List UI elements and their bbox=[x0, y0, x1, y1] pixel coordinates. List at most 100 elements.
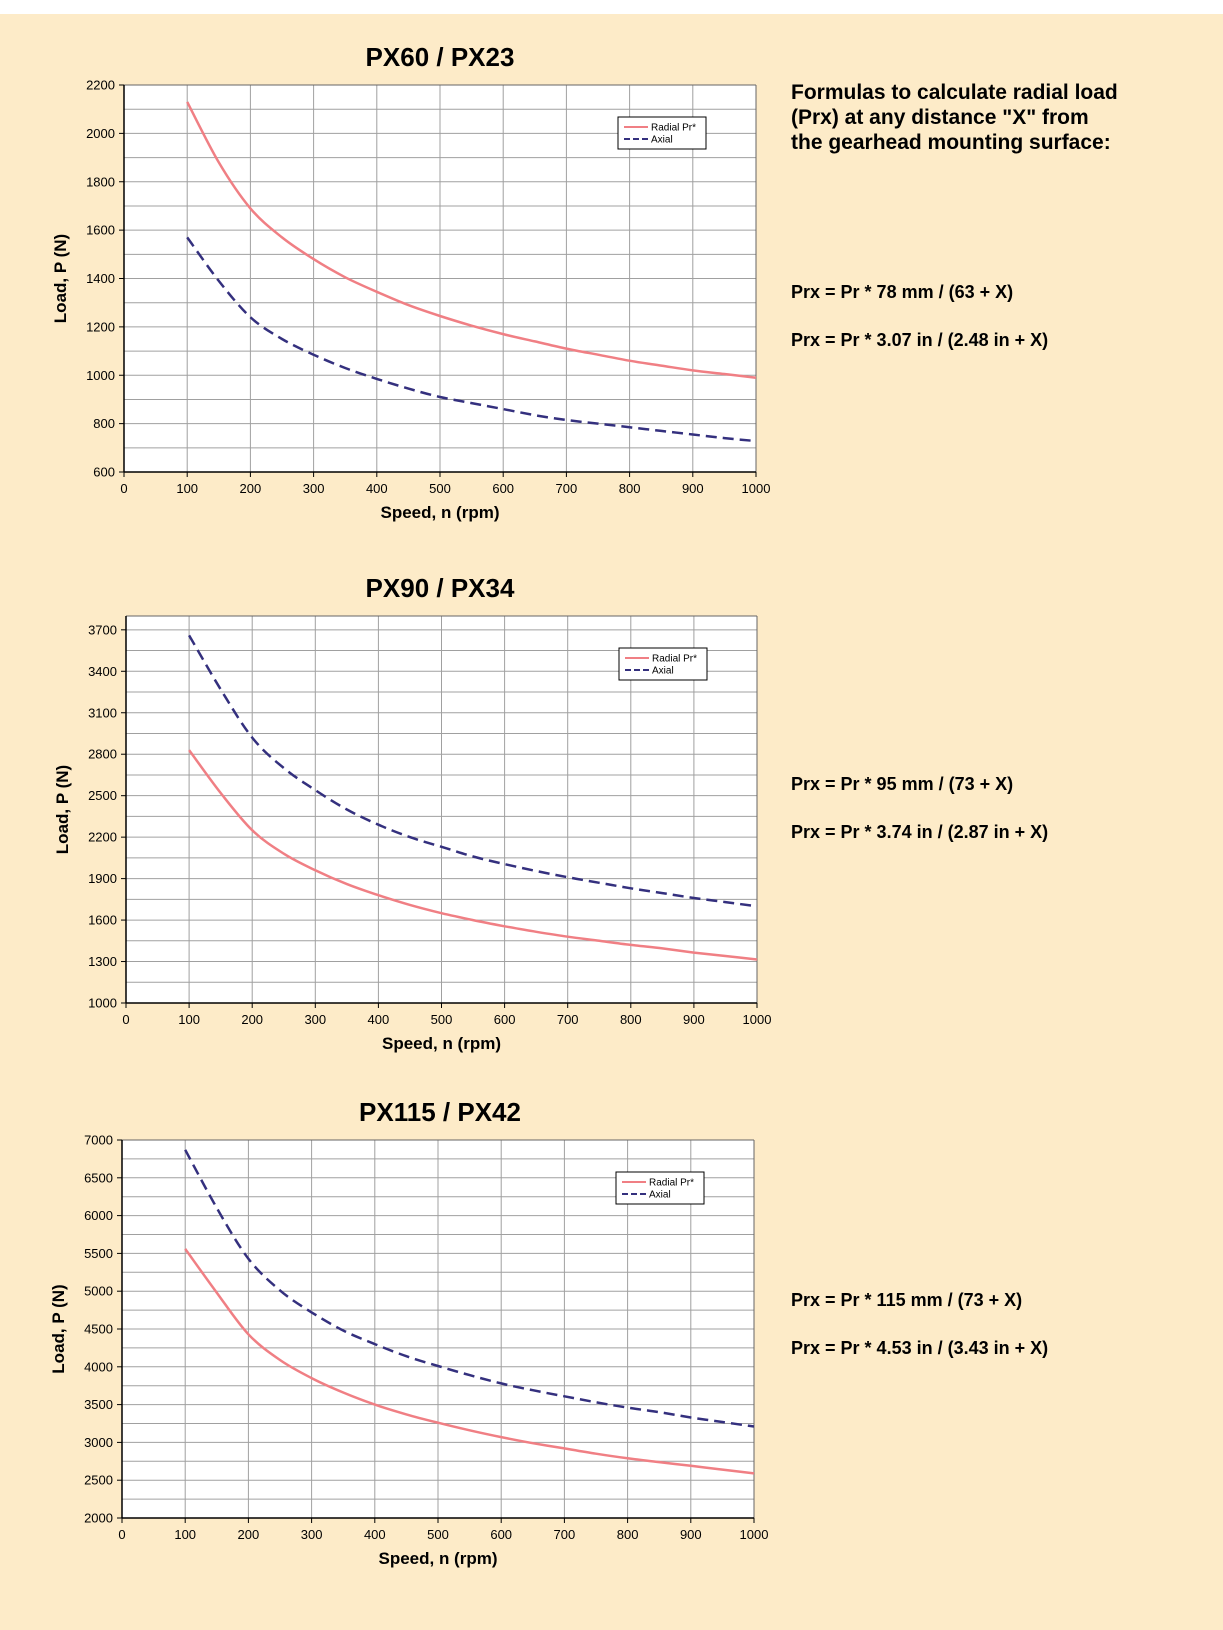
y-tick-label: 6500 bbox=[84, 1170, 113, 1185]
x-tick-label: 1000 bbox=[742, 481, 771, 496]
x-tick-label: 100 bbox=[176, 481, 198, 496]
y-tick-label: 1900 bbox=[88, 871, 117, 886]
formula-intro: Formulas to calculate radial load (Prx) … bbox=[791, 81, 1118, 155]
x-tick-label: 900 bbox=[683, 1012, 705, 1027]
y-tick-label: 1800 bbox=[86, 174, 115, 189]
y-tick-label: 3700 bbox=[88, 622, 117, 637]
x-tick-label: 700 bbox=[554, 1527, 576, 1542]
header-strip bbox=[0, 0, 1223, 14]
y-axis-label: Load, P (N) bbox=[53, 765, 72, 854]
x-tick-label: 0 bbox=[120, 481, 127, 496]
y-tick-label: 7000 bbox=[84, 1133, 113, 1148]
series-line-radial bbox=[186, 101, 757, 379]
legend-label: Radial Pr* bbox=[651, 123, 696, 134]
formula-px90-in: Prx = Pr * 3.74 in / (2.87 in + X) bbox=[791, 822, 1049, 842]
y-tick-label: 800 bbox=[93, 416, 115, 431]
x-tick-label: 400 bbox=[368, 1012, 390, 1027]
formula-px115-in: Prx = Pr * 4.53 in / (3.43 in + X) bbox=[791, 1338, 1049, 1358]
x-tick-label: 500 bbox=[429, 481, 451, 496]
chart-title-px90: PX90 / PX34 bbox=[365, 573, 515, 603]
y-tick-label: 4000 bbox=[84, 1359, 113, 1374]
series-line-axial bbox=[186, 236, 757, 443]
legend-box bbox=[615, 1171, 705, 1205]
y-tick-label: 1400 bbox=[86, 271, 115, 286]
x-tick-label: 600 bbox=[492, 481, 514, 496]
chart-title-px60: PX60 / PX23 bbox=[365, 42, 515, 72]
x-tick-label: 1000 bbox=[743, 1012, 772, 1027]
y-tick-label: 5000 bbox=[84, 1284, 113, 1299]
formula-px115-mm: Prx = Pr * 115 mm / (73 + X) bbox=[791, 1290, 1023, 1310]
chart-px115: 2000250030003500400045005000550060006500… bbox=[49, 1133, 769, 1569]
x-tick-label: 200 bbox=[241, 1012, 263, 1027]
x-tick-label: 800 bbox=[617, 1527, 639, 1542]
formula-px60-in: Prx = Pr * 3.07 in / (2.48 in + X) bbox=[791, 330, 1049, 350]
y-tick-label: 3000 bbox=[84, 1435, 113, 1450]
series-line-axial bbox=[184, 1149, 755, 1428]
series-line-radial bbox=[188, 749, 758, 961]
y-tick-label: 3500 bbox=[84, 1397, 113, 1412]
legend: Radial Pr*Axial bbox=[617, 116, 707, 150]
legend-box bbox=[617, 116, 707, 150]
x-tick-label: 1000 bbox=[740, 1527, 769, 1542]
x-tick-label: 700 bbox=[556, 481, 578, 496]
x-tick-label: 800 bbox=[620, 1012, 642, 1027]
series-line-axial bbox=[188, 634, 758, 908]
y-tick-label: 3400 bbox=[88, 664, 117, 679]
legend-label: Radial Pr* bbox=[652, 654, 697, 665]
x-tick-label: 900 bbox=[680, 1527, 702, 1542]
legend: Radial Pr*Axial bbox=[618, 647, 708, 681]
x-tick-label: 300 bbox=[304, 1012, 326, 1027]
legend-label: Radial Pr* bbox=[649, 1178, 694, 1189]
y-tick-label: 2000 bbox=[84, 1511, 113, 1526]
x-tick-label: 800 bbox=[619, 481, 641, 496]
x-tick-label: 100 bbox=[178, 1012, 200, 1027]
x-axis-label: Speed, n (rpm) bbox=[382, 1034, 501, 1053]
x-tick-label: 900 bbox=[682, 481, 704, 496]
y-tick-label: 4500 bbox=[84, 1322, 113, 1337]
y-tick-label: 2800 bbox=[88, 747, 117, 762]
x-tick-label: 100 bbox=[174, 1527, 196, 1542]
y-tick-label: 2500 bbox=[84, 1473, 113, 1488]
y-tick-label: 2500 bbox=[88, 788, 117, 803]
y-tick-label: 1000 bbox=[86, 368, 115, 383]
legend: Radial Pr*Axial bbox=[615, 1171, 705, 1205]
y-tick-label: 2200 bbox=[88, 830, 117, 845]
y-tick-label: 2200 bbox=[86, 78, 115, 93]
y-tick-label: 1000 bbox=[88, 996, 117, 1011]
x-tick-label: 200 bbox=[238, 1527, 260, 1542]
x-axis-label: Speed, n (rpm) bbox=[380, 503, 499, 522]
x-tick-label: 600 bbox=[494, 1012, 516, 1027]
series-line-radial bbox=[184, 1248, 755, 1475]
x-tick-label: 500 bbox=[431, 1012, 453, 1027]
y-tick-label: 1300 bbox=[88, 954, 117, 969]
y-axis-label: Load, P (N) bbox=[49, 1284, 68, 1373]
x-tick-label: 0 bbox=[122, 1012, 129, 1027]
x-tick-label: 0 bbox=[118, 1527, 125, 1542]
y-tick-label: 6000 bbox=[84, 1208, 113, 1223]
x-tick-label: 200 bbox=[240, 481, 262, 496]
chart-px60: 600 800 1000 1200 1400 1600 1800 2000 2200 0 100 20… bbox=[51, 78, 771, 523]
y-tick-label: 1600 bbox=[86, 223, 115, 238]
legend-box bbox=[618, 647, 708, 681]
x-tick-label: 500 bbox=[427, 1527, 449, 1542]
x-tick-label: 700 bbox=[557, 1012, 579, 1027]
y-tick-label: 1200 bbox=[86, 319, 115, 334]
legend-label: Axial bbox=[649, 1190, 671, 1201]
x-tick-label: 400 bbox=[364, 1527, 386, 1542]
x-axis-label: Speed, n (rpm) bbox=[378, 1549, 497, 1568]
chart-title-px115: PX115 / PX42 bbox=[359, 1097, 521, 1127]
x-tick-label: 300 bbox=[301, 1527, 323, 1542]
x-tick-label: 300 bbox=[303, 481, 325, 496]
y-tick-label: 3100 bbox=[88, 705, 117, 720]
y-tick-label: 600 bbox=[93, 465, 115, 480]
x-tick-label: 400 bbox=[366, 481, 388, 496]
legend-label: Axial bbox=[651, 135, 673, 146]
y-tick-label: 1600 bbox=[88, 913, 117, 928]
y-tick-label: 2000 bbox=[86, 126, 115, 141]
legend-label: Axial bbox=[652, 666, 674, 677]
chart-px90: 1000130016001900220025002800310034003700… bbox=[53, 615, 772, 1053]
y-axis-label: Load, P (N) bbox=[51, 234, 70, 323]
formula-px60-mm: Prx = Pr * 78 mm / (63 + X) bbox=[791, 282, 1014, 302]
y-tick-label: 5500 bbox=[84, 1246, 113, 1261]
x-tick-label: 600 bbox=[490, 1527, 512, 1542]
